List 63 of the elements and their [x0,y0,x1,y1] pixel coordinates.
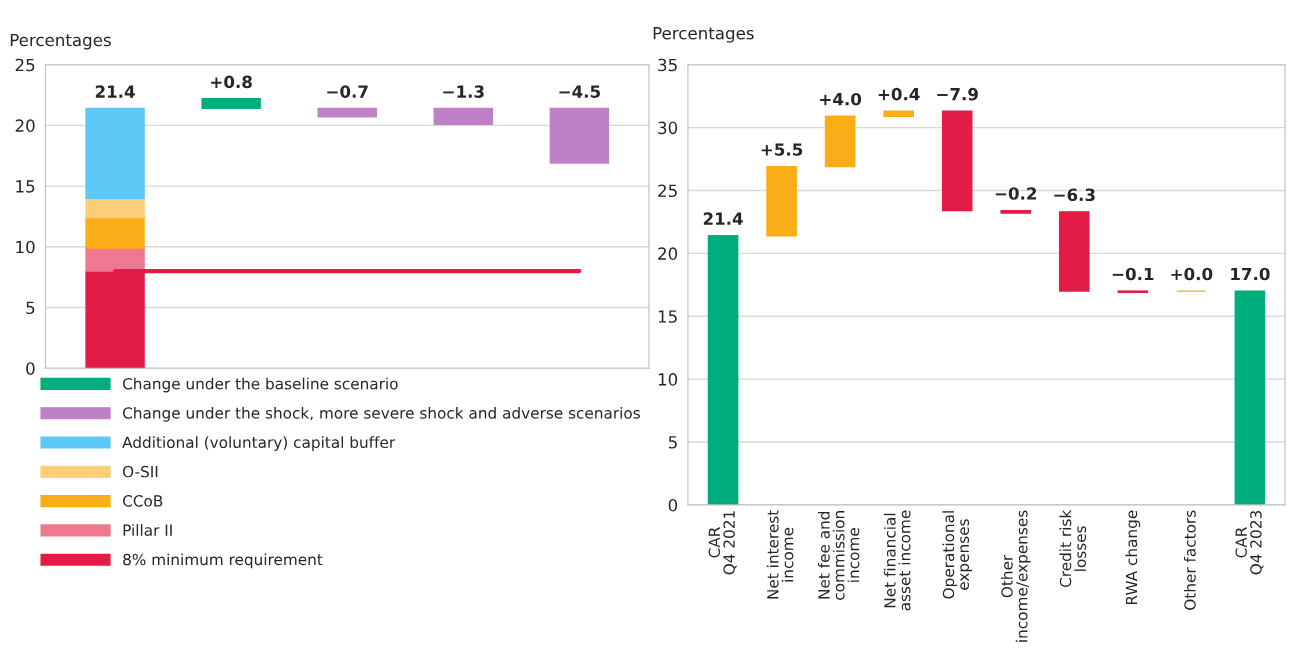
y-tick-label: 5 [668,436,677,449]
y-tick-label: 10 [16,240,35,254]
x-tick-label: Operational expenses [942,511,972,599]
y-tick-label: 20 [15,119,35,132]
bar [317,107,377,118]
x-tick-label: RWA change [1125,510,1141,605]
legend-label: Pillar II [123,524,172,536]
data-label: +0.8 [211,75,252,89]
x-tick-label: Credit risk losses [1059,509,1087,588]
bar [549,107,610,164]
data-label: −6.3 [1054,188,1095,202]
bar [1234,290,1266,505]
bar [766,165,797,237]
bar [433,107,493,125]
legend-label: Additional (voluntary) capital buffer [122,436,396,452]
data-label: +5.5 [761,143,803,156]
bar [941,110,973,212]
data-label: −7.9 [937,87,978,101]
y-tick-label: 0 [26,362,35,375]
y-tick-label: 25 [15,58,35,72]
bar [1000,209,1032,214]
total-label: 21.4 [95,85,135,98]
bar [201,97,261,110]
legend-label: O-SII [122,465,158,478]
x-tick-label: Net interest income [766,510,794,599]
x-tick-label: Other income/expenses [1000,510,1031,642]
legend-label: Change under the shock, more severe shock and adverse scenarios [122,406,640,422]
data-label: −1.3 [443,85,484,98]
data-label: +0.4 [878,87,920,101]
data-label: −0.2 [995,187,1037,200]
y-tick-label: 0 [668,498,678,512]
data-label: 21.4 [703,212,743,225]
y-tick-label: 15 [16,180,35,193]
y-axis-title: Percentages [653,27,754,43]
y-tick-label: 30 [658,121,678,135]
bar [85,216,145,249]
y-tick-label: 15 [658,310,677,323]
y-tick-label: 25 [658,184,677,198]
x-tick-label: CAR Q4 2023 [1235,511,1264,575]
data-label: +4.0 [820,92,862,106]
x-tick-label: CAR Q4 2021 [708,511,737,575]
bar [1058,211,1090,292]
x-tick-label: Other factors [1183,510,1196,610]
y-tick-label: 5 [26,301,35,315]
bar [707,235,739,505]
y-tick-label: 35 [658,58,677,72]
data-label: −0.1 [1112,267,1154,281]
x-tick-label: Net fee and commission income [817,511,860,600]
bar [85,107,145,199]
data-label: −0.7 [327,85,368,98]
bar [85,197,145,219]
y-tick-label: 20 [658,247,678,260]
data-label: +0.0 [1171,267,1213,281]
bar [883,110,915,117]
bar [824,115,856,168]
legend-label: CCoB [122,495,163,507]
data-label: −4.5 [559,85,600,98]
x-tick-label: Net financial asset income [883,510,911,611]
y-axis-title: Percentages [10,33,111,50]
legend-label: 8% minimum requirement [123,553,323,569]
y-tick-label: 10 [658,373,678,386]
data-label: 17.0 [1231,267,1270,281]
legend-label: Change under the baseline scenario [122,377,398,393]
